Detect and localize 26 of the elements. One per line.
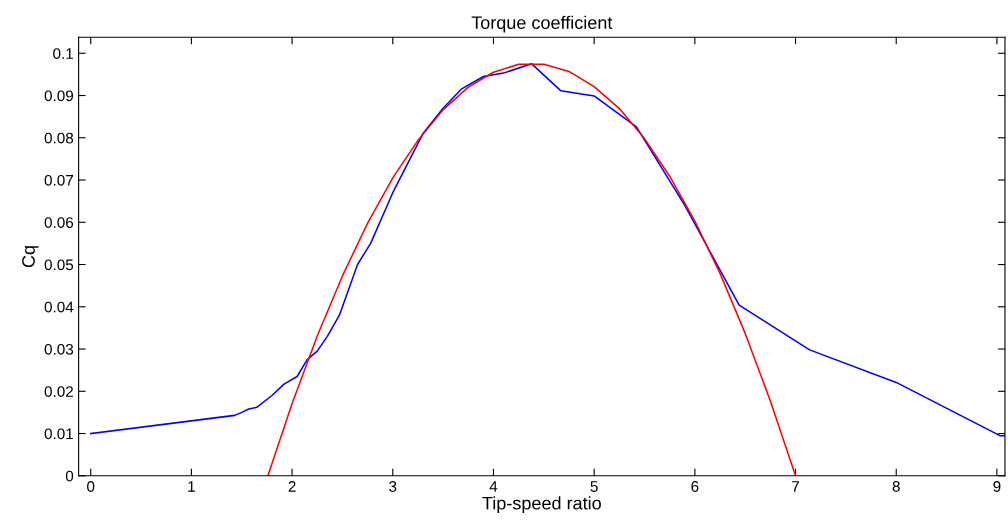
y-tick-label: 0.07 <box>44 174 73 186</box>
y-tick-label: 0.05 <box>44 259 74 271</box>
chart-title: Torque coefficient <box>471 15 613 33</box>
y-tick-label: 0.04 <box>44 301 74 313</box>
y-tick-label: 0.09 <box>44 90 74 102</box>
x-tick-label: 0 <box>87 481 95 492</box>
x-axis-title: Tip-speed ratio <box>482 496 601 514</box>
y-tick-label: 0.08 <box>44 132 74 144</box>
x-tick-label: 9 <box>993 481 1001 492</box>
y-tick-label: 0 <box>65 470 74 482</box>
y-tick-label: 0.1 <box>53 48 74 59</box>
y-tick-label: 0.03 <box>44 343 74 355</box>
y-tick-label: 0.01 <box>44 428 74 440</box>
y-axis-title: Cq <box>22 246 39 268</box>
y-tick-label: 0.06 <box>44 217 74 228</box>
x-tick-label: 4 <box>489 481 498 492</box>
x-tick-label: 6 <box>691 481 699 492</box>
x-tick-label: 1 <box>188 481 195 492</box>
x-tick-label: 5 <box>590 481 598 492</box>
line-series <box>267 63 797 476</box>
y-tick-label: 0.02 <box>44 386 73 397</box>
x-tick-label: 7 <box>792 481 800 492</box>
x-tick-label: 2 <box>288 481 296 492</box>
x-tick-label: 8 <box>892 481 900 492</box>
x-tick-label: 3 <box>389 481 397 492</box>
line-series <box>89 63 1005 437</box>
